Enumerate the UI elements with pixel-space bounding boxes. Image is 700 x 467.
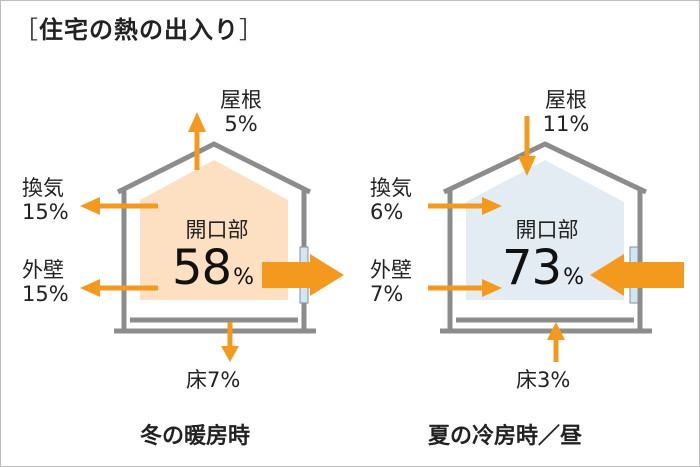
- summer-roof-name: 屋根: [545, 88, 587, 112]
- summer-ventilation-name: 換気: [370, 176, 412, 200]
- title-text: 住宅の熱の出入り: [39, 16, 239, 44]
- title-close-bracket: ］: [239, 16, 264, 44]
- summer-opening-arrow: [622, 262, 684, 288]
- summer-walls-label: 外壁 7%: [370, 258, 412, 306]
- summer-walls-arrowhead: [482, 279, 502, 297]
- winter-walls-label: 外壁 15%: [22, 258, 69, 306]
- summer-arrows: [428, 116, 684, 362]
- winter-ventilation-value: 15%: [22, 200, 69, 224]
- summer-ventilation-arrowhead: [482, 197, 502, 215]
- summer-opening-percent: 73%: [502, 240, 584, 296]
- winter-caption: 冬の暖房時: [140, 424, 251, 449]
- summer-floor-label: 床3%: [516, 368, 571, 392]
- winter-opening-unit: %: [233, 265, 254, 290]
- winter-walls-arrowhead: [80, 279, 100, 297]
- summer-walls-value: 7%: [370, 282, 404, 306]
- winter-opening-arrowhead: [310, 254, 344, 296]
- summer-roof-arrowhead: [518, 156, 536, 176]
- winter-walls-value: 15%: [22, 282, 69, 306]
- summer-opening-unit: %: [563, 265, 584, 290]
- page-title: ［住宅の熱の出入り］: [14, 10, 264, 45]
- winter-arrows: [80, 112, 344, 362]
- winter-floor-label: 床7%: [186, 368, 241, 392]
- summer-roof-value: 11%: [542, 112, 590, 136]
- summer-roof-label: 屋根 11%: [536, 88, 596, 136]
- winter-opening-value: 58: [172, 240, 232, 296]
- summer-opening-label: 開口部: [515, 218, 579, 242]
- summer-floor-arrowhead: [547, 322, 565, 340]
- winter-roof-value: 5%: [224, 112, 258, 136]
- winter-walls-name: 外壁: [22, 258, 64, 282]
- summer-walls-name: 外壁: [370, 258, 412, 282]
- summer-house-outline: [440, 141, 652, 334]
- winter-roof-label: 屋根 5%: [213, 88, 269, 136]
- winter-opening-arrow: [262, 262, 312, 288]
- winter-opening-label: 開口部: [185, 218, 249, 242]
- winter-floor-arrowhead: [221, 346, 239, 362]
- summer-opening-value: 73: [502, 240, 562, 296]
- title-open-bracket: ［: [14, 16, 39, 44]
- winter-ventilation-name: 換気: [22, 176, 64, 200]
- winter-roof-arrowhead: [188, 112, 206, 132]
- summer-ventilation-label: 換気 6%: [370, 176, 412, 224]
- summer-interior-fill: [466, 160, 624, 300]
- summer-caption: 夏の冷房時／昼: [428, 424, 583, 449]
- summer-ventilation-value: 6%: [370, 200, 404, 224]
- winter-ventilation-label: 換気 15%: [22, 176, 69, 224]
- summer-house: [440, 141, 652, 334]
- winter-opening-percent: 58%: [172, 240, 254, 296]
- winter-roof-name: 屋根: [220, 88, 262, 112]
- winter-ventilation-arrowhead: [80, 197, 100, 215]
- summer-opening-arrowhead: [590, 254, 624, 296]
- winter-interior-fill: [140, 160, 288, 300]
